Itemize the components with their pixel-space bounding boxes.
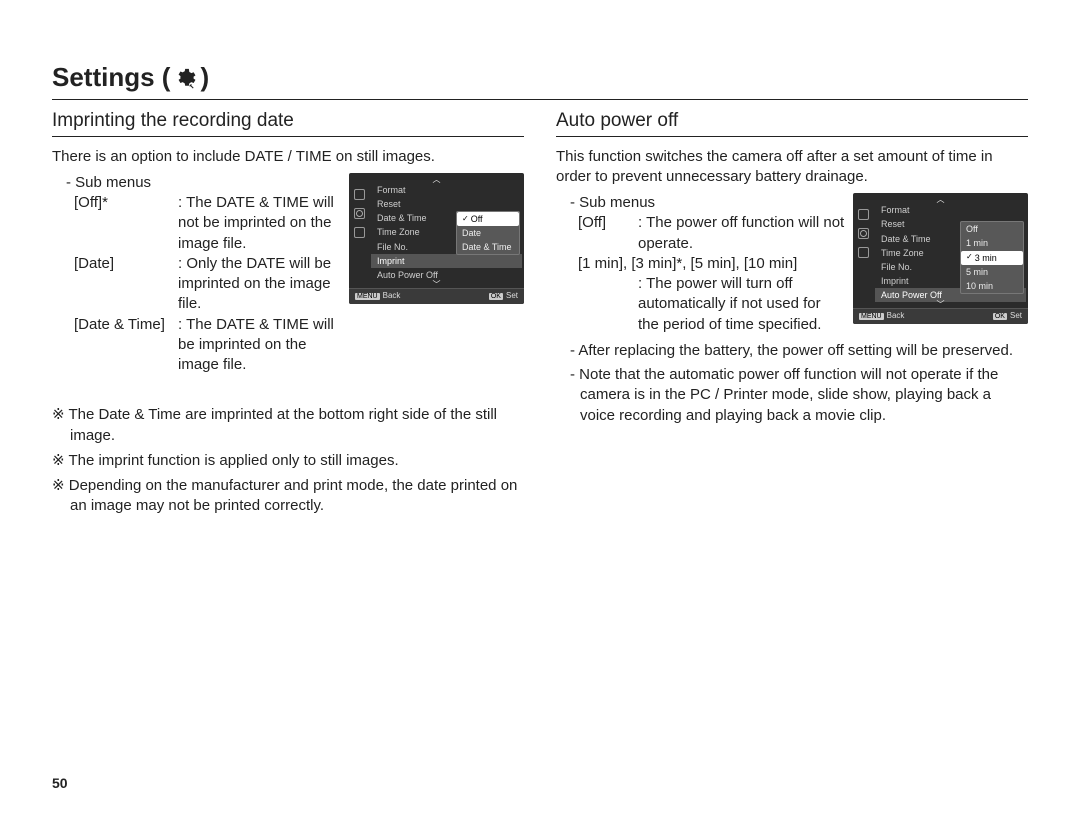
lcd-item-label: Date & Time bbox=[377, 212, 427, 224]
popup-selected: Off bbox=[457, 212, 519, 226]
lcd-item-label: Imprint bbox=[377, 255, 405, 267]
note-text: ※ The Date & Time are imprinted at the b… bbox=[52, 405, 524, 446]
gear-icon bbox=[354, 208, 365, 219]
submenus-label: - Sub menus bbox=[52, 173, 341, 193]
lcd-item-label: Time Zone bbox=[377, 226, 420, 238]
camera-icon bbox=[354, 189, 365, 200]
gear-icon bbox=[174, 67, 196, 89]
lcd-item-label: Reset bbox=[881, 218, 905, 230]
tool-icon bbox=[354, 227, 365, 238]
imprint-intro: There is an option to include DATE / TIM… bbox=[52, 147, 524, 167]
lcd-item-label: Time Zone bbox=[881, 247, 924, 259]
imprint-screenshot: ︿ Format Reset Date & Time2009/01/01 Tim… bbox=[349, 173, 524, 304]
submenu-term: [Date] bbox=[74, 254, 178, 315]
autopower-heading: Auto power off bbox=[556, 108, 1028, 137]
tool-icon bbox=[858, 247, 869, 258]
gear-icon bbox=[858, 228, 869, 239]
page-number: 50 bbox=[52, 774, 68, 793]
popup-option: Off bbox=[961, 222, 1023, 236]
page-title: Settings ( ) bbox=[52, 60, 1028, 100]
lcd-item-label: Auto Power Off bbox=[881, 289, 942, 301]
lcd-item-label: Format bbox=[377, 184, 406, 196]
imprint-heading: Imprinting the recording date bbox=[52, 108, 524, 137]
submenu-desc: : The DATE & TIME will not be imprinted … bbox=[178, 193, 341, 254]
submenu-row: [Date & Time] : The DATE & TIME will be … bbox=[74, 315, 341, 376]
title-text-b: ) bbox=[200, 60, 209, 95]
submenu-desc: : The power will turn off automatically … bbox=[638, 274, 845, 335]
footer-back: Back bbox=[887, 311, 905, 320]
lcd-item-label: Format bbox=[881, 204, 910, 216]
popup-option: Date & Time bbox=[457, 240, 519, 254]
footer-set: Set bbox=[506, 291, 518, 300]
lcd-footer: MENUBack OKSet bbox=[349, 288, 524, 304]
note-text: ※ Depending on the manufacturer and prin… bbox=[52, 476, 524, 517]
camera-icon bbox=[858, 209, 869, 220]
times-line: [1 min], [3 min]*, [5 min], [10 min] bbox=[578, 254, 845, 274]
submenu-row: [Off]* : The DATE & TIME will not be imp… bbox=[74, 193, 341, 254]
note-text: ※ The imprint function is applied only t… bbox=[52, 451, 524, 471]
bullet-text: - After replacing the battery, the power… bbox=[556, 341, 1028, 361]
imprint-notes: ※ The Date & Time are imprinted at the b… bbox=[52, 405, 524, 516]
submenu-row: [Off] : The power off function will not … bbox=[578, 213, 845, 254]
footer-tag: OK bbox=[993, 313, 1007, 320]
lcd-footer: MENUBack OKSet bbox=[853, 308, 1028, 324]
left-column: Imprinting the recording date There is a… bbox=[52, 108, 524, 517]
bullet-text: - Note that the automatic power off func… bbox=[556, 365, 1028, 426]
lcd-item-label: Date & Time bbox=[881, 233, 931, 245]
submenu-term: [Date & Time] bbox=[74, 315, 178, 376]
autopower-screenshot: ︿ Format Reset Date & Time Time Zone Fil… bbox=[853, 193, 1028, 324]
right-column: Auto power off This function switches th… bbox=[556, 108, 1028, 517]
footer-set: Set bbox=[1010, 311, 1022, 320]
submenu-desc: : The DATE & TIME will be imprinted on t… bbox=[178, 315, 341, 376]
popup-option: 1 min bbox=[961, 236, 1023, 250]
submenu-desc: : The power off function will not operat… bbox=[638, 213, 845, 254]
submenu-term: [Off] bbox=[578, 213, 638, 254]
lcd-popup: Off Date Date & Time bbox=[456, 211, 520, 255]
lcd-item-label: Imprint bbox=[881, 275, 909, 287]
submenu-term bbox=[578, 274, 638, 335]
submenu-row: : The power will turn off automatically … bbox=[578, 274, 845, 335]
popup-option: 10 min bbox=[961, 279, 1023, 293]
autopower-intro: This function switches the camera off af… bbox=[556, 147, 1028, 188]
lcd-item-label: File No. bbox=[881, 261, 912, 273]
title-text-a: Settings ( bbox=[52, 60, 170, 95]
popup-option: Date bbox=[457, 226, 519, 240]
autopower-bullets: - After replacing the battery, the power… bbox=[556, 341, 1028, 426]
submenu-desc: : Only the DATE will be imprinted on the… bbox=[178, 254, 341, 315]
popup-selected: 3 min bbox=[961, 251, 1023, 265]
submenus-label: - Sub menus bbox=[556, 193, 845, 213]
lcd-item-label: Reset bbox=[377, 198, 401, 210]
footer-tag: MENU bbox=[859, 313, 884, 320]
lcd-item-label: File No. bbox=[377, 241, 408, 253]
footer-tag: MENU bbox=[355, 293, 380, 300]
footer-back: Back bbox=[383, 291, 401, 300]
popup-option: 5 min bbox=[961, 265, 1023, 279]
lcd-popup: Off 1 min 3 min 5 min 10 min bbox=[960, 221, 1024, 294]
submenu-row: [Date] : Only the DATE will be imprinted… bbox=[74, 254, 341, 315]
lcd-item-label: Auto Power Off bbox=[377, 269, 438, 281]
submenu-term: [Off]* bbox=[74, 193, 178, 254]
footer-tag: OK bbox=[489, 293, 503, 300]
